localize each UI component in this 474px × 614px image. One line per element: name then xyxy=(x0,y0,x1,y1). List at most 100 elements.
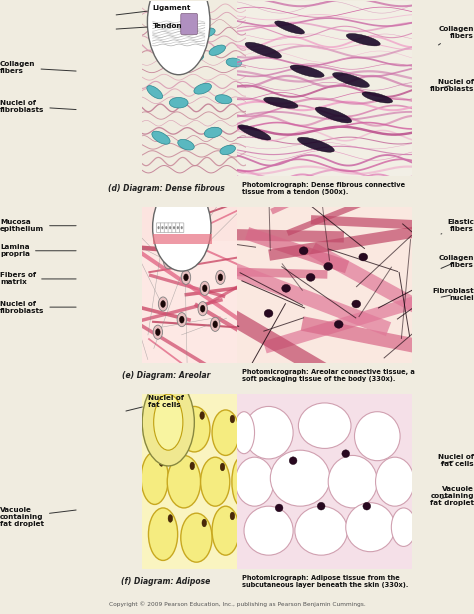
Bar xyxy=(237,106,412,112)
Bar xyxy=(237,1,412,7)
Ellipse shape xyxy=(264,97,298,108)
Circle shape xyxy=(317,502,325,510)
Bar xyxy=(237,30,412,36)
Ellipse shape xyxy=(375,457,414,506)
Ellipse shape xyxy=(355,411,400,460)
Text: Mucosa
epithelium: Mucosa epithelium xyxy=(0,219,76,232)
Bar xyxy=(237,18,412,25)
Ellipse shape xyxy=(204,127,222,138)
Ellipse shape xyxy=(212,506,239,555)
Circle shape xyxy=(181,226,183,229)
Ellipse shape xyxy=(298,137,334,152)
Ellipse shape xyxy=(333,72,369,87)
Circle shape xyxy=(264,309,273,317)
Circle shape xyxy=(177,226,179,229)
Bar xyxy=(237,83,412,88)
Bar xyxy=(237,42,412,48)
Bar xyxy=(237,135,412,141)
Ellipse shape xyxy=(169,98,188,108)
Text: Nuclei of
fibroblasts: Nuclei of fibroblasts xyxy=(429,79,474,91)
Circle shape xyxy=(230,512,235,520)
FancyBboxPatch shape xyxy=(180,223,184,233)
Circle shape xyxy=(200,281,210,295)
Ellipse shape xyxy=(173,23,191,33)
Text: Vacuole
containing
fat droplet: Vacuole containing fat droplet xyxy=(0,507,76,527)
Ellipse shape xyxy=(346,34,380,46)
Circle shape xyxy=(155,328,160,336)
Bar xyxy=(237,13,412,18)
Ellipse shape xyxy=(295,506,347,555)
Circle shape xyxy=(161,300,165,308)
Ellipse shape xyxy=(392,508,416,546)
Ellipse shape xyxy=(194,84,211,94)
Circle shape xyxy=(161,226,164,229)
Circle shape xyxy=(147,0,210,75)
Ellipse shape xyxy=(147,85,163,99)
Circle shape xyxy=(177,313,186,327)
Bar xyxy=(237,118,412,123)
Circle shape xyxy=(230,415,235,423)
Ellipse shape xyxy=(212,410,239,456)
Text: Nuclei of
fat cells: Nuclei of fat cells xyxy=(126,395,184,411)
Ellipse shape xyxy=(234,411,255,454)
Circle shape xyxy=(164,255,173,269)
Bar xyxy=(237,36,412,42)
Text: (d) Diagram: Dense fibrous: (d) Diagram: Dense fibrous xyxy=(108,184,224,193)
FancyBboxPatch shape xyxy=(168,223,172,233)
Bar xyxy=(237,123,412,130)
Circle shape xyxy=(184,274,188,281)
Circle shape xyxy=(306,273,315,281)
FancyBboxPatch shape xyxy=(172,223,176,233)
Text: (f) Diagram: Adipose: (f) Diagram: Adipose xyxy=(121,577,210,586)
Ellipse shape xyxy=(215,95,232,104)
Bar xyxy=(237,153,412,158)
Ellipse shape xyxy=(181,513,212,562)
Text: Nuclei of
fibroblasts: Nuclei of fibroblasts xyxy=(0,99,76,113)
Circle shape xyxy=(352,300,361,308)
Bar xyxy=(237,147,412,153)
Text: Elastic
fibers: Elastic fibers xyxy=(441,219,474,234)
Bar xyxy=(237,130,412,135)
Bar xyxy=(237,165,412,170)
Circle shape xyxy=(168,515,173,523)
Circle shape xyxy=(213,321,218,328)
Ellipse shape xyxy=(199,28,215,37)
Text: Photomicrograph: Areolar connective tissue, a
soft packaging tissue of the body : Photomicrograph: Areolar connective tiss… xyxy=(242,369,415,383)
Text: Lamina
propria: Lamina propria xyxy=(0,244,76,257)
Ellipse shape xyxy=(226,58,242,67)
FancyBboxPatch shape xyxy=(156,223,161,233)
Text: Nuclei of
fibroblasts: Nuclei of fibroblasts xyxy=(0,301,76,314)
Ellipse shape xyxy=(141,452,168,505)
Ellipse shape xyxy=(315,107,352,123)
Text: Fibroblast
nuclei: Fibroblast nuclei xyxy=(432,288,474,301)
Ellipse shape xyxy=(220,146,236,155)
Circle shape xyxy=(190,462,194,470)
Text: Tendon: Tendon xyxy=(116,23,182,29)
Circle shape xyxy=(181,270,191,284)
Circle shape xyxy=(200,411,204,419)
Circle shape xyxy=(289,457,297,465)
Bar xyxy=(237,112,412,118)
Circle shape xyxy=(282,284,291,292)
Circle shape xyxy=(180,316,184,323)
Ellipse shape xyxy=(244,406,293,459)
Bar xyxy=(237,170,412,176)
Circle shape xyxy=(166,258,171,265)
Circle shape xyxy=(334,321,343,328)
Circle shape xyxy=(153,325,163,339)
Bar xyxy=(237,158,412,165)
Bar xyxy=(153,233,212,244)
Ellipse shape xyxy=(156,49,174,59)
Text: Fibers of
matrix: Fibers of matrix xyxy=(0,273,76,286)
FancyBboxPatch shape xyxy=(181,14,198,34)
Bar xyxy=(237,88,412,95)
FancyBboxPatch shape xyxy=(164,223,168,233)
Circle shape xyxy=(275,504,283,512)
Circle shape xyxy=(158,297,168,311)
Ellipse shape xyxy=(328,456,377,508)
Ellipse shape xyxy=(179,406,210,452)
Circle shape xyxy=(142,378,194,466)
Ellipse shape xyxy=(299,403,351,448)
Ellipse shape xyxy=(167,456,201,508)
Circle shape xyxy=(169,226,171,229)
